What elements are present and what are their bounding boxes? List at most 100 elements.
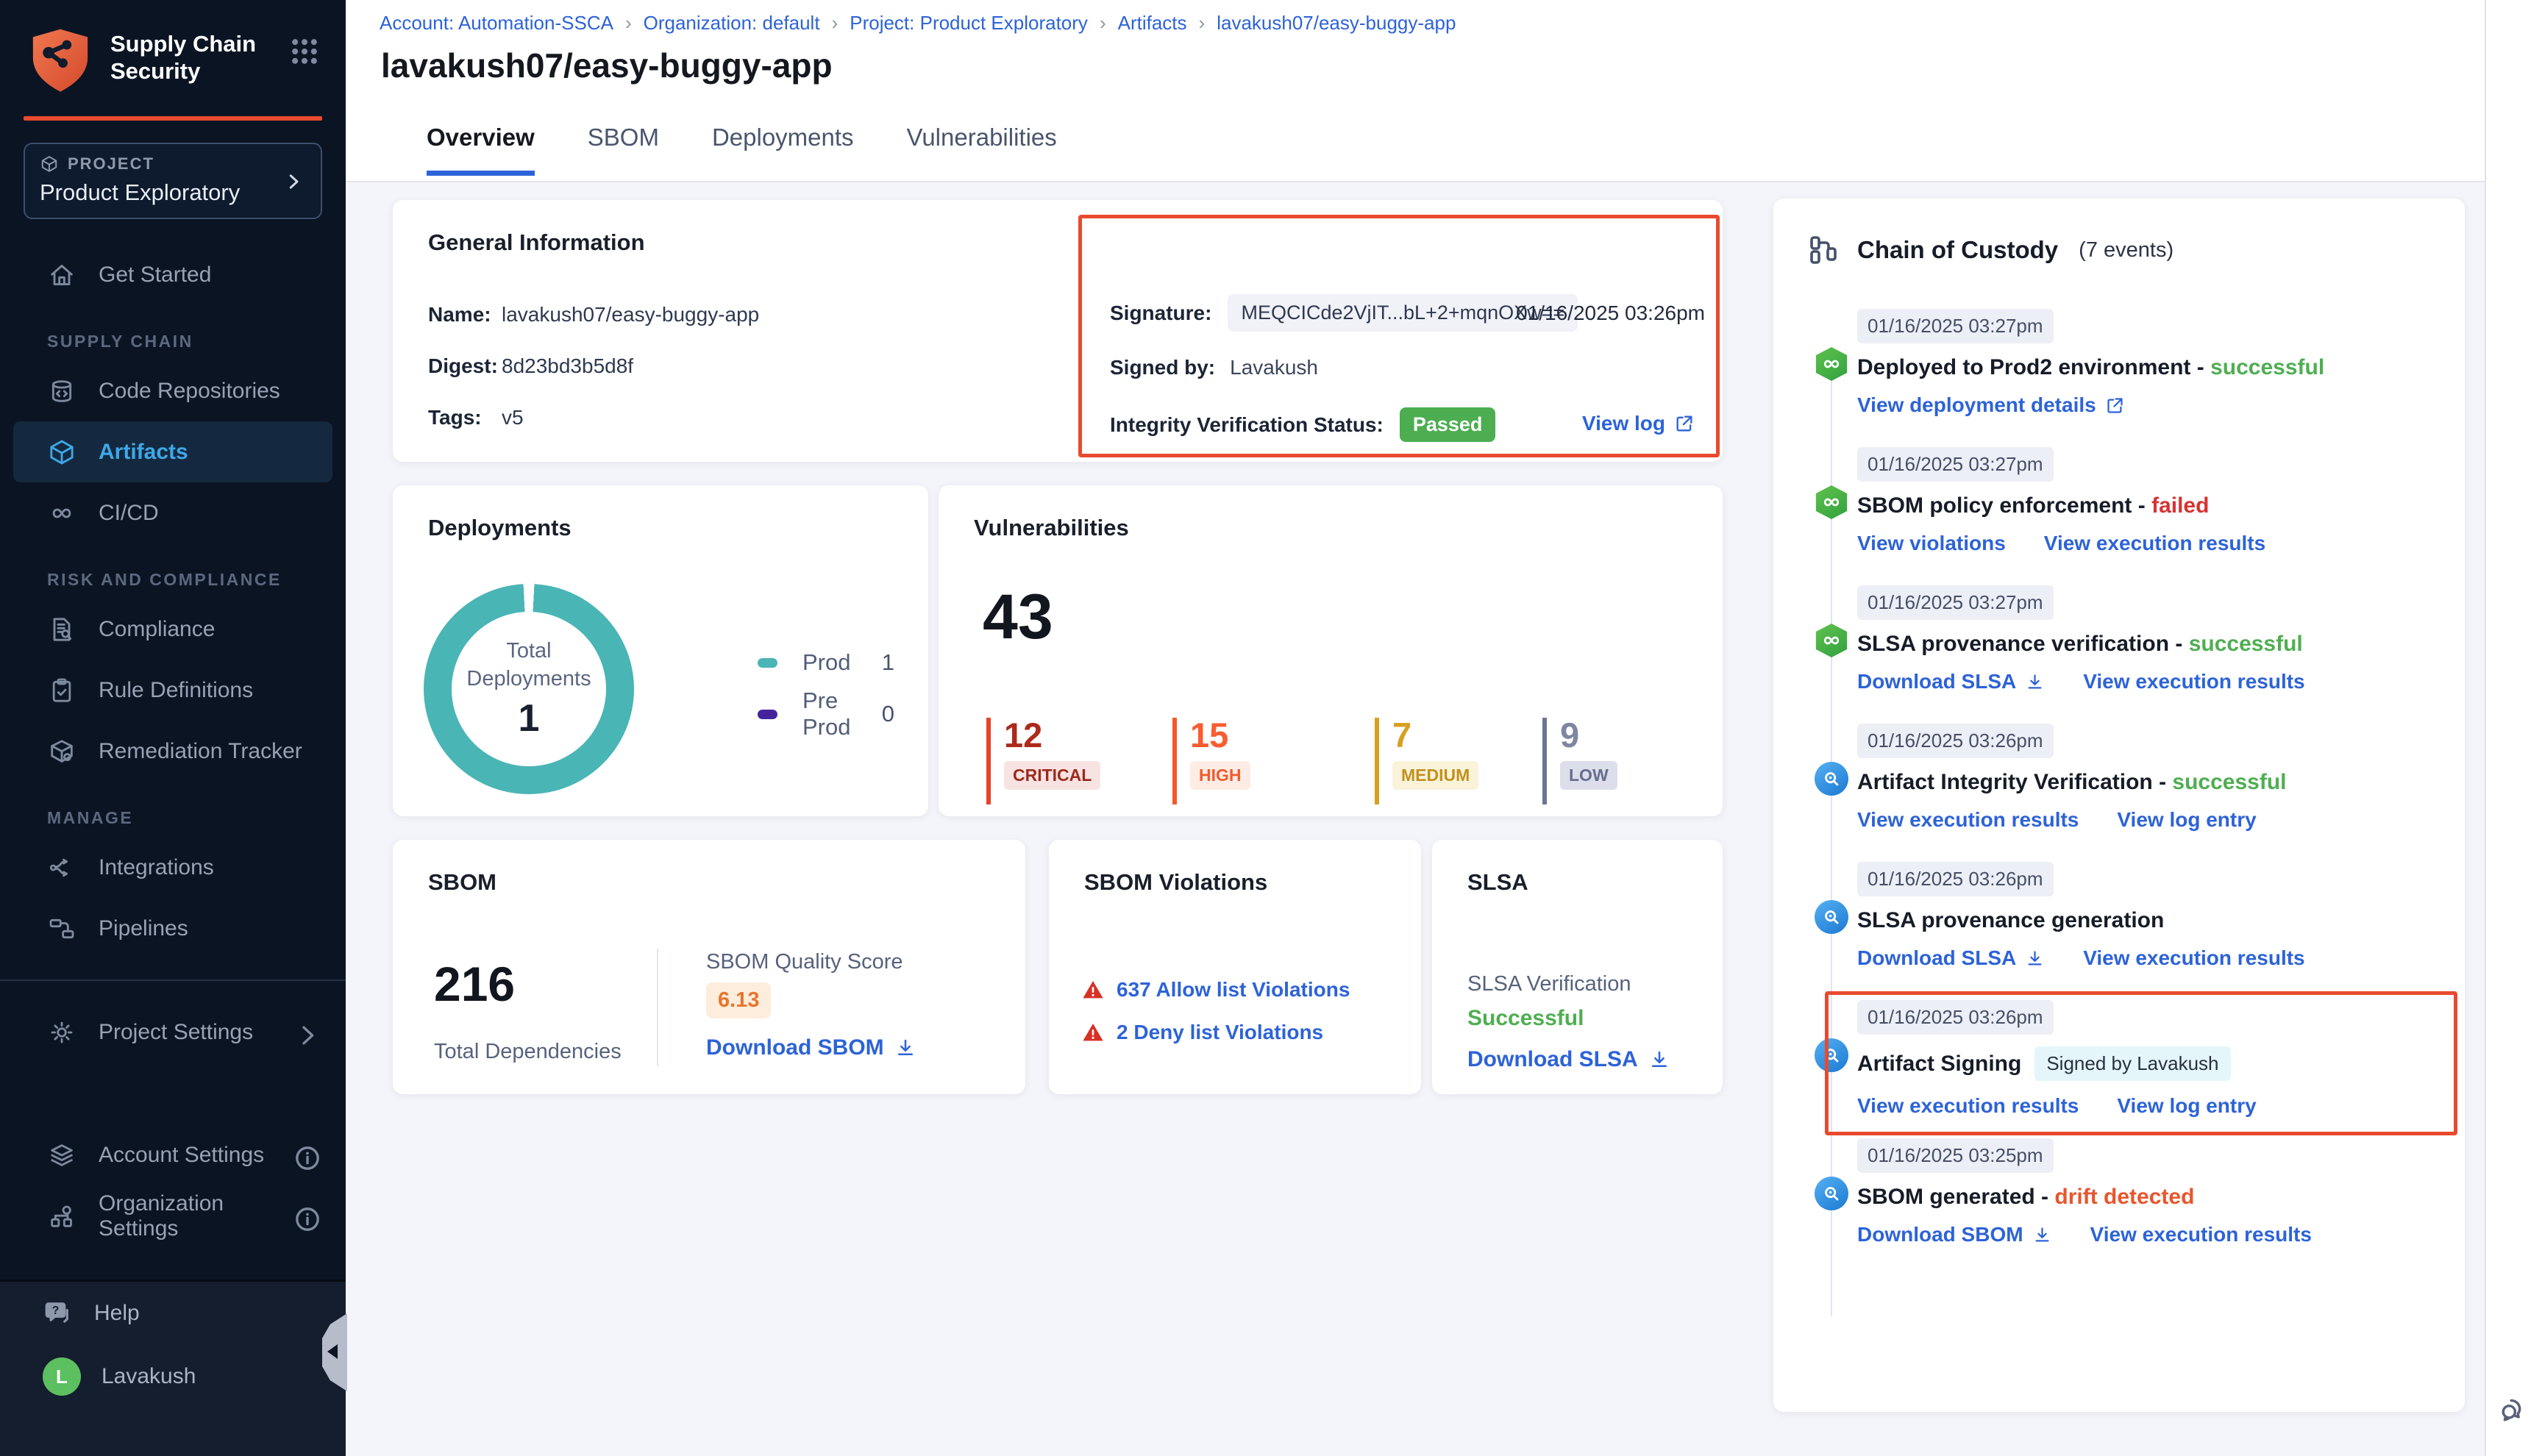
sidebar-item-artifacts[interactable]: Artifacts bbox=[13, 421, 332, 482]
event-link[interactable]: View execution results bbox=[1857, 1094, 2079, 1117]
event-title: SLSA provenance verification bbox=[1857, 632, 2170, 656]
signature-row: Signature: MEQCICde2VjIT...bL+2+mqnOXw== bbox=[1110, 294, 1578, 332]
event-link[interactable]: Download SBOM bbox=[1857, 1223, 2052, 1246]
download-slsa-link[interactable]: Download SLSA bbox=[1467, 1047, 1670, 1072]
project-selector[interactable]: PROJECT Product Exploratory bbox=[24, 143, 322, 219]
sidebar-item-remediation-tracker[interactable]: Remediation Tracker bbox=[0, 721, 346, 782]
event-link[interactable]: Download SLSA bbox=[1857, 946, 2045, 970]
infinity-icon bbox=[52, 508, 71, 518]
breadcrumb-separator: › bbox=[1198, 12, 1206, 34]
legend-item-pre-prod: Pre Prod 0 bbox=[758, 688, 894, 740]
event-status-value: successful bbox=[2188, 632, 2303, 656]
tab-overview[interactable]: Overview bbox=[427, 124, 535, 176]
app-logo-row: Supply Chain Security bbox=[0, 0, 346, 97]
chat-support-icon[interactable] bbox=[2498, 1393, 2532, 1427]
breadcrumb-separator: › bbox=[831, 12, 839, 34]
event-link[interactable]: View deployment details bbox=[1857, 393, 2125, 417]
chevron-icon bbox=[302, 1026, 314, 1044]
download-icon bbox=[897, 1039, 913, 1055]
event-link[interactable]: View execution results bbox=[2083, 946, 2305, 969]
content-area: General Information Name: lavakush07/eas… bbox=[346, 184, 2485, 1456]
event-scan-icon bbox=[1815, 762, 1848, 796]
slsa-verification-label: SLSA Verification bbox=[1467, 972, 1631, 996]
violation-link[interactable]: 637 Allow list Violations bbox=[1117, 978, 1350, 1001]
help-chat-icon: ? bbox=[45, 1302, 68, 1323]
sidebar-item-code-repositories[interactable]: Code Repositories bbox=[0, 360, 346, 421]
download-sbom-link[interactable]: Download SBOM bbox=[706, 1035, 916, 1060]
violation-link-row[interactable]: 637 Allow list Violations bbox=[1081, 978, 1350, 1002]
custody-event: 01/16/2025 03:27pm SLSA provenance verifi… bbox=[1815, 585, 2443, 724]
sidebar-item-rule-definitions[interactable]: Rule Definitions bbox=[0, 660, 346, 721]
avatar: L bbox=[43, 1357, 81, 1396]
breadcrumb-separator: › bbox=[624, 12, 632, 34]
breadcrumb-link[interactable]: Project: Product Exploratory bbox=[850, 12, 1088, 34]
card-title: SBOM bbox=[428, 869, 496, 895]
help-button[interactable]: ? Help bbox=[0, 1282, 346, 1345]
breadcrumb-link[interactable]: Account: Automation-SSCA bbox=[380, 12, 613, 34]
event-link[interactable]: View log entry bbox=[2117, 808, 2257, 831]
tab-deployments[interactable]: Deployments bbox=[711, 124, 854, 151]
event-link[interactable]: View execution results bbox=[2090, 1223, 2312, 1246]
sidebar-item-compliance[interactable]: Compliance bbox=[0, 599, 346, 660]
event-link[interactable]: View execution results bbox=[1857, 808, 2079, 831]
sidebar-item-organization-settings[interactable]: Organization Settings bbox=[0, 1185, 346, 1246]
tab-sbom[interactable]: SBOM bbox=[587, 124, 659, 151]
project-cube-icon bbox=[41, 156, 57, 172]
breadcrumb-link[interactable]: Organization: default bbox=[643, 12, 820, 34]
event-scan-icon bbox=[1815, 900, 1848, 934]
donut-center-value: 1 bbox=[518, 696, 540, 740]
event-link[interactable]: View log entry bbox=[2117, 1094, 2257, 1117]
legend-value: 0 bbox=[881, 701, 894, 727]
custody-event: 01/16/2025 03:27pm SBOM policy enforcemen… bbox=[1815, 447, 2443, 585]
breadcrumb-link[interactable]: lavakush07/easy-buggy-app bbox=[1217, 12, 1456, 34]
project-label: PROJECT bbox=[68, 154, 154, 173]
slsa-verification-status: Successful bbox=[1467, 1006, 1584, 1030]
sidebar-item-ci-cd[interactable]: CI/CD bbox=[0, 482, 346, 543]
event-title: SBOM generated bbox=[1857, 1185, 2035, 1209]
event-status-value: successful bbox=[2172, 770, 2287, 794]
event-timestamp: 01/16/2025 03:27pm bbox=[1857, 309, 2054, 343]
sidebar-item-account-settings[interactable]: Account Settings bbox=[0, 1124, 346, 1185]
layers-icon bbox=[51, 1143, 73, 1166]
sidebar-item-pipelines[interactable]: Pipelines bbox=[0, 898, 346, 959]
violation-link[interactable]: 2 Deny list Violations bbox=[1117, 1021, 1324, 1043]
sidebar-item-label: Organization Settings bbox=[99, 1191, 224, 1241]
severity-badge: MEDIUM bbox=[1392, 761, 1479, 790]
card-title: Vulnerabilities bbox=[974, 515, 1129, 540]
signed-by-value: Lavakush bbox=[1230, 356, 1318, 379]
event-link[interactable]: Download SLSA bbox=[1857, 670, 2045, 693]
sbom-violations-card: SBOM Violations 637 Allow list Violation… bbox=[1049, 840, 1421, 1094]
violation-link-row[interactable]: 2 Deny list Violations bbox=[1081, 1021, 1323, 1044]
module-grid-icon[interactable] bbox=[288, 35, 321, 68]
event-timestamp: 01/16/2025 03:27pm bbox=[1857, 447, 2054, 482]
info-icon bbox=[296, 1207, 319, 1231]
view-log-link[interactable]: View log bbox=[1582, 412, 1695, 435]
nav-section-label: RISK AND COMPLIANCE bbox=[47, 570, 282, 589]
event-link[interactable]: View execution results bbox=[2083, 670, 2305, 693]
severity-count: 7 bbox=[1392, 715, 1412, 754]
clipboard-icon bbox=[52, 678, 71, 702]
sidebar-item-integrations[interactable]: Integrations bbox=[0, 837, 346, 898]
svg-text:?: ? bbox=[52, 1305, 60, 1317]
event-status-value: drift detected bbox=[2054, 1185, 2195, 1209]
custody-event: 01/16/2025 03:26pm Artifact Signing Signed… bbox=[1815, 1000, 2443, 1138]
doc-search-icon bbox=[53, 617, 72, 641]
general-information-card: General Information Name: lavakush07/eas… bbox=[393, 200, 1723, 462]
breadcrumb-link[interactable]: Artifacts bbox=[1117, 12, 1187, 34]
event-status: - bbox=[2169, 632, 2189, 656]
vulnerabilities-card: Vulnerabilities 43 12 CRITICAL 15 HIGH 7 MEDI… bbox=[939, 485, 1723, 816]
sidebar-item-label: Code Repositories bbox=[99, 378, 280, 403]
legend-label: Pre Prod bbox=[802, 688, 851, 740]
sidebar-item-label: Rule Definitions bbox=[99, 677, 254, 702]
external-icon bbox=[2107, 397, 2123, 413]
user-menu[interactable]: L Lavakush bbox=[0, 1345, 346, 1408]
field-name: Name: lavakush07/easy-buggy-app bbox=[428, 303, 760, 326]
tab-vulnerabilities[interactable]: Vulnerabilities bbox=[906, 124, 1057, 151]
sidebar-item-label: Pipelines bbox=[99, 916, 188, 941]
event-title: Artifact Integrity Verification bbox=[1857, 770, 2153, 794]
sidebar-item-get-started[interactable]: Get Started bbox=[0, 244, 346, 305]
event-link[interactable]: View violations bbox=[1857, 532, 2006, 554]
chain-of-custody-header: Chain of Custody (7 events) bbox=[1806, 232, 2173, 268]
event-link[interactable]: View execution results bbox=[2043, 532, 2266, 554]
sidebar-item-project-settings[interactable]: Project Settings bbox=[0, 1002, 346, 1063]
